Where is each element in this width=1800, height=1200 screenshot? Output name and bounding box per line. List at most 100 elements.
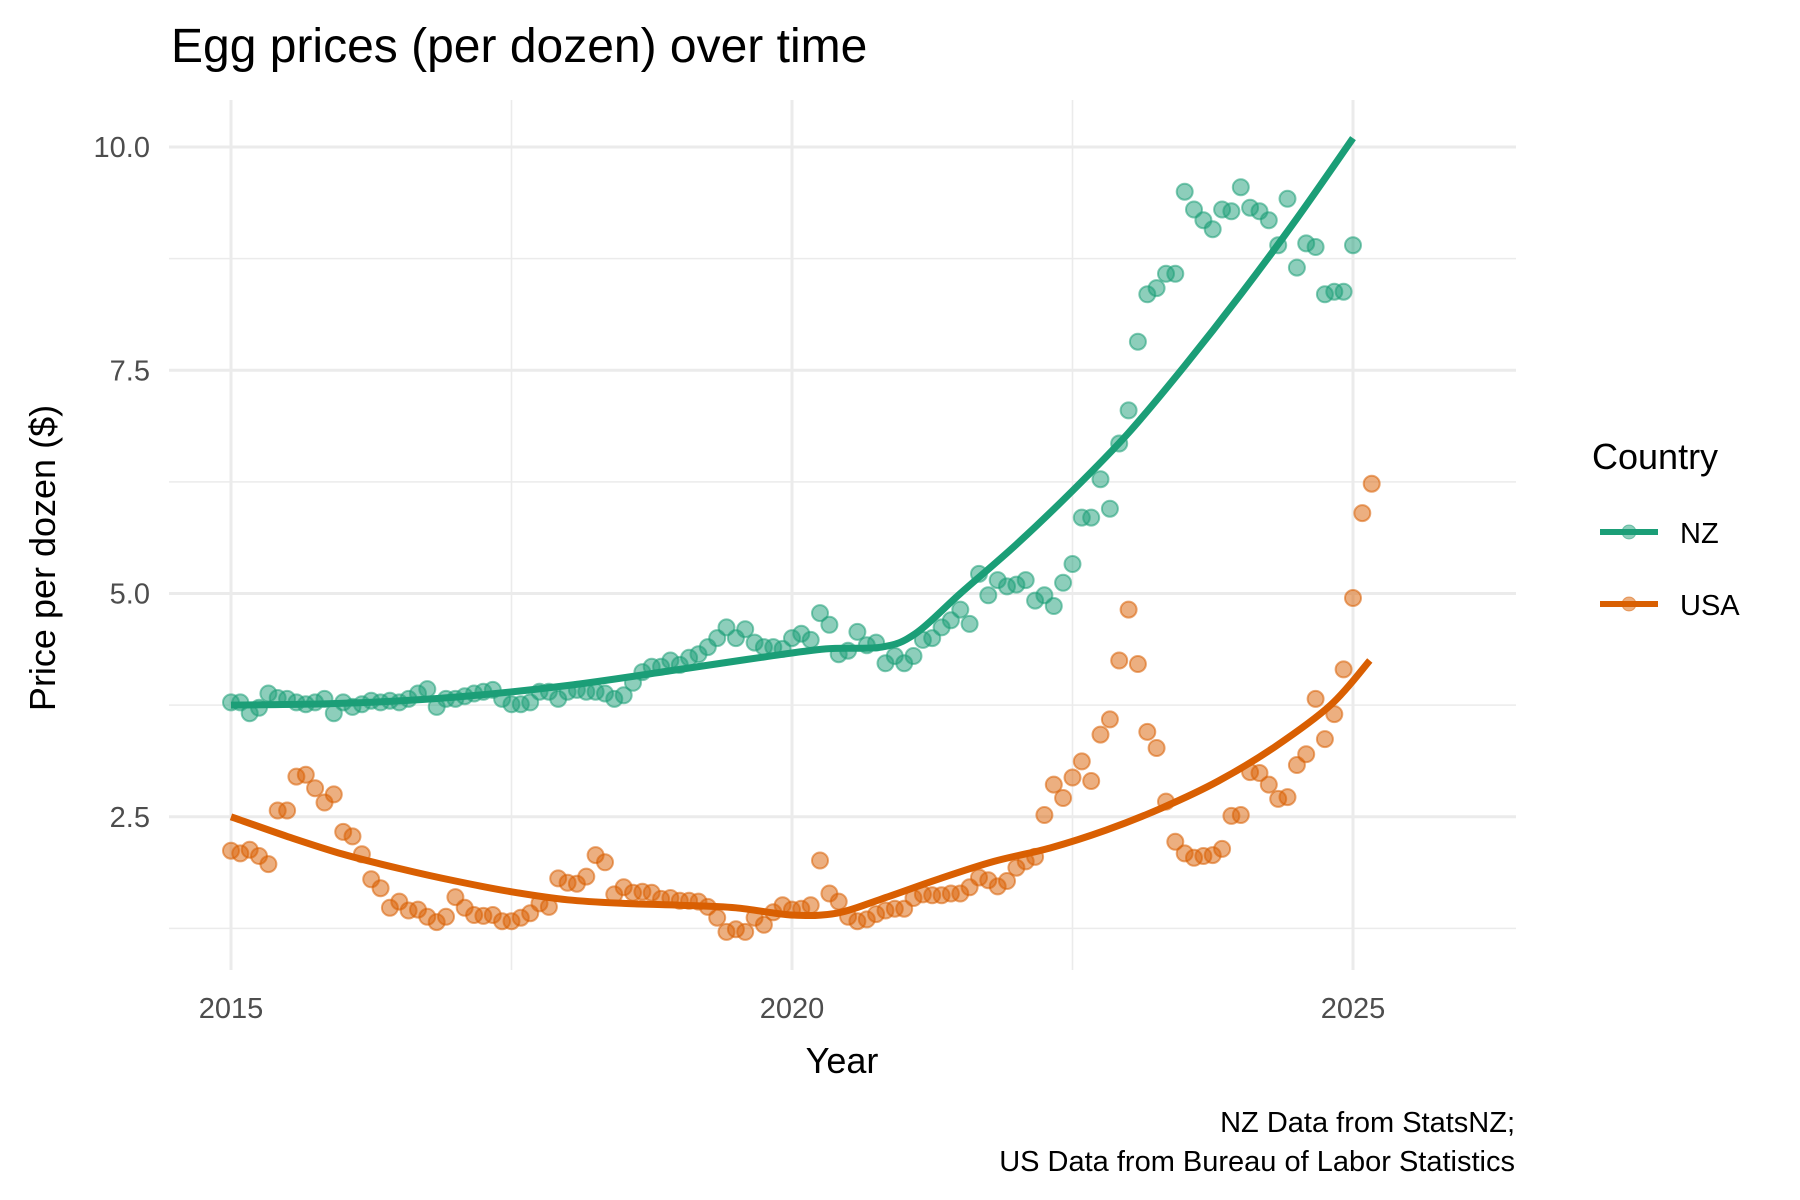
data-point <box>1231 178 1250 197</box>
data-point <box>708 908 727 927</box>
data-point <box>1315 730 1334 749</box>
data-point <box>811 604 829 623</box>
data-point <box>324 785 343 804</box>
data-point <box>1353 504 1372 523</box>
data-point <box>1147 739 1166 757</box>
caption-line-2: US Data from Bureau of Labor Statistics <box>999 1146 1515 1178</box>
legend: Country NZ USA <box>1592 436 1740 622</box>
data-point <box>1278 189 1297 208</box>
data-point <box>1166 832 1185 851</box>
data-point <box>343 827 362 846</box>
y-tick-label: 5.0 <box>110 579 150 611</box>
data-point <box>437 907 455 926</box>
data-point <box>820 615 839 634</box>
data-point <box>1091 470 1110 489</box>
data-point <box>614 686 633 705</box>
data-point <box>1231 806 1250 824</box>
data-point <box>979 586 998 605</box>
legend-label-nz: NZ <box>1680 518 1719 550</box>
data-point <box>1110 651 1129 670</box>
data-point <box>1259 775 1278 794</box>
data-point <box>1082 508 1101 527</box>
data-point <box>1222 202 1241 221</box>
legend-key-point-usa <box>1621 596 1637 612</box>
data-point <box>848 622 867 641</box>
data-point <box>1100 499 1119 518</box>
x-axis-title: Year <box>806 1040 879 1081</box>
grid <box>169 100 1516 970</box>
y-axis-ticks: 2.5 5.0 7.5 10.0 <box>94 132 150 834</box>
data-point <box>1119 600 1138 619</box>
legend-label-usa: USA <box>1680 590 1740 622</box>
data-point <box>1138 722 1157 741</box>
data-point <box>960 614 979 633</box>
data-point <box>1203 220 1222 239</box>
data-point <box>1100 710 1119 729</box>
data-point <box>1213 839 1232 858</box>
y-tick-label: 10.0 <box>94 132 150 164</box>
data-point <box>296 765 315 784</box>
y-tick-label: 7.5 <box>110 355 150 387</box>
data-point <box>1054 573 1073 592</box>
data-point <box>1147 279 1166 298</box>
data-point <box>1035 806 1054 824</box>
legend-title: Country <box>1592 436 1718 477</box>
x-tick-label: 2020 <box>760 993 825 1025</box>
data-point <box>1082 772 1101 790</box>
data-point <box>1128 655 1147 673</box>
smooth-lines <box>229 136 1373 920</box>
data-point <box>829 892 848 911</box>
data-point <box>418 680 437 699</box>
data-point <box>1297 745 1316 764</box>
data-point <box>596 853 614 872</box>
data-point <box>1128 332 1147 351</box>
chart-title: Egg prices (per dozen) over time <box>171 20 867 73</box>
legend-key-point-nz <box>1621 524 1637 540</box>
smooth-line-usa <box>229 658 1373 920</box>
data-point <box>811 851 829 870</box>
data-point <box>1063 768 1082 787</box>
data-point <box>998 872 1016 890</box>
data-point <box>1016 571 1035 590</box>
data-point <box>1091 725 1110 744</box>
y-axis-title: Price per dozen ($) <box>22 405 63 711</box>
y-tick-label: 2.5 <box>110 802 150 834</box>
x-tick-label: 2025 <box>1321 993 1386 1025</box>
data-point <box>1362 474 1381 493</box>
data-point <box>754 915 773 934</box>
data-point <box>1250 764 1269 782</box>
data-point <box>1044 597 1063 615</box>
data-point <box>371 879 390 898</box>
data-point <box>1306 238 1325 256</box>
data-point <box>1063 555 1082 573</box>
data-point <box>1278 788 1297 807</box>
data-point <box>1306 689 1325 708</box>
data-point <box>1044 775 1063 794</box>
data-point <box>306 779 325 798</box>
point-series-usa <box>222 474 1381 941</box>
data-point <box>1334 660 1353 679</box>
data-point <box>801 896 820 915</box>
data-points <box>222 178 1381 941</box>
x-axis-ticks: 2015 2020 2025 <box>199 993 1386 1025</box>
data-point <box>278 801 297 820</box>
data-point <box>1175 182 1194 201</box>
data-point <box>1344 589 1362 607</box>
legend-item-nz: NZ <box>1600 518 1719 550</box>
data-point <box>1334 282 1353 301</box>
data-point <box>577 867 596 886</box>
caption-line-1: NZ Data from StatsNZ; <box>1220 1107 1515 1139</box>
data-point <box>951 600 970 619</box>
data-point <box>1072 752 1091 771</box>
data-point <box>1259 211 1278 230</box>
data-point <box>1287 258 1306 277</box>
data-point <box>1166 264 1185 283</box>
data-point <box>1119 401 1138 420</box>
data-point <box>801 630 820 649</box>
data-point <box>736 620 755 639</box>
data-point <box>1054 789 1073 807</box>
data-point <box>736 922 755 941</box>
legend-item-usa: USA <box>1600 590 1740 622</box>
data-point <box>904 647 923 665</box>
